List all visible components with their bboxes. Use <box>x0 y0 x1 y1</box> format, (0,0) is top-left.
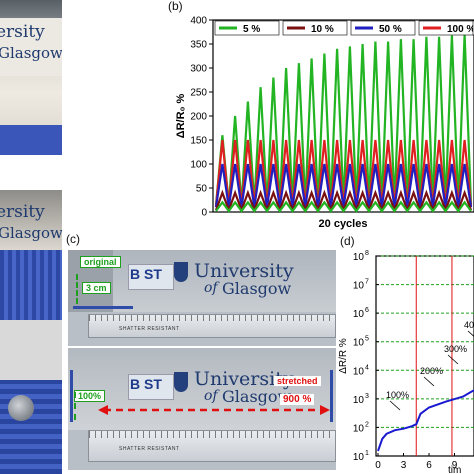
y-tick-label: 50 <box>196 184 208 195</box>
stretch-arrow <box>98 405 330 415</box>
y-tick-label: 250 <box>190 88 207 99</box>
sign-line-3: ersity <box>0 202 45 222</box>
ruler-bottom: SHATTER RESISTANT <box>88 430 336 462</box>
sign-line-1: ersity <box>0 22 45 42</box>
legend-label: 5 % <box>243 24 260 35</box>
step-arrow <box>447 354 459 365</box>
university-of-top: of <box>204 280 218 296</box>
y-tick-label: 10 <box>353 252 365 263</box>
sign-line-2: Glasgow <box>0 44 62 62</box>
photo-panel-c: SHATTER RESISTANT B ST University of Gla… <box>68 250 336 470</box>
percent-label: 100% <box>74 390 106 402</box>
y-tick-exponent: 8 <box>365 250 369 257</box>
step-arrow <box>467 330 474 337</box>
panel-c-label: (c) <box>66 232 80 246</box>
x-tick-label: 3 <box>401 460 407 471</box>
y-tick-exponent: 3 <box>365 393 369 400</box>
stretched-label: stretched <box>274 376 321 386</box>
university-name-bottom: University <box>194 368 294 390</box>
y-tick-label: 10 <box>353 281 365 292</box>
step-arrow <box>389 400 401 411</box>
legend-box <box>214 20 280 36</box>
panel-d-x-axis-label: tim <box>448 465 461 474</box>
panel-d-plot-area <box>375 255 474 457</box>
legend-label: 10 % <box>311 24 334 35</box>
y-tick-label: 10 <box>353 423 365 434</box>
panel-b-y-axis-label: ΔR/R₀ % <box>175 93 187 138</box>
y-tick-exponent: 2 <box>365 421 369 428</box>
y-tick-exponent: 5 <box>365 336 369 343</box>
x-tick-label: 0 <box>375 460 381 471</box>
y-tick-label: 0 <box>201 208 207 219</box>
university-of-bottom: of <box>204 388 218 404</box>
y-tick-label: 10 <box>353 452 365 463</box>
sign-line-4: Glasgow <box>0 224 62 242</box>
panel-b-label: (b) <box>168 0 183 13</box>
y-tick-exponent: 7 <box>365 279 369 286</box>
y-tick-label: 10 <box>353 338 365 349</box>
photo-sample-top: ersity Glasgow <box>0 0 62 155</box>
y-tick-label: 400 <box>190 16 207 27</box>
y-tick-label: 200 <box>190 112 207 123</box>
ruler-top: SHATTER RESISTANT <box>88 314 336 338</box>
y-tick-label: 10 <box>353 309 365 320</box>
panel-d-label: (d) <box>340 234 355 248</box>
step-arrow <box>423 376 435 387</box>
ruler-bottom-label: SHATTER RESISTANT <box>119 446 180 452</box>
x-tick-label: 9 <box>452 460 458 471</box>
y-tick-exponent: 6 <box>365 307 369 314</box>
y-tick-label: 300 <box>190 64 207 75</box>
legend-label: 50 % <box>379 24 402 35</box>
crest-icon <box>174 262 188 282</box>
crest-icon-bottom <box>174 372 188 392</box>
original-label: original <box>80 256 121 268</box>
legend-label: 100 % <box>447 24 474 35</box>
legend-box <box>418 20 474 36</box>
university-glasgow-top: Glasgow <box>222 279 292 298</box>
photo-sample-bottom: ersity Glasgow <box>0 190 62 474</box>
logo-text-bottom: B ST <box>130 376 162 392</box>
y-tick-label: 10 <box>353 395 365 406</box>
y-tick-label: 10 <box>353 366 365 377</box>
x-tick-label: 6 <box>426 460 432 471</box>
step-label: 400 <box>464 320 474 330</box>
step-label: 200% <box>420 366 443 376</box>
panel-b-x-axis-label: 20 cycles <box>319 218 368 230</box>
university-glasgow-bottom: Glasgow <box>222 387 292 406</box>
y-tick-exponent: 4 <box>365 364 369 371</box>
series-line-0 <box>215 200 472 213</box>
step-label: 300% <box>444 344 467 354</box>
y-tick-exponent: 1 <box>365 450 369 457</box>
university-name-top: University <box>194 260 294 282</box>
legend-box <box>282 20 348 36</box>
panel-b-chart: 0 50 100 150 200 250 300 350 400 5 % 10 % 50 % 100 … <box>175 16 474 230</box>
logo-text-top: B ST <box>130 266 162 282</box>
ruler-top-label: SHATTER RESISTANT <box>119 326 180 332</box>
stretch-percent-label: 900 % <box>280 394 315 405</box>
resistance-curve <box>377 389 474 452</box>
panel-d-y-axis-label: ΔR/R % <box>338 338 349 374</box>
y-tick-label: 150 <box>190 136 207 147</box>
y-tick-label: 350 <box>190 40 207 51</box>
legend-box <box>350 20 416 36</box>
y-tick-label: 100 <box>190 160 207 171</box>
step-label: 100% <box>386 390 409 400</box>
length-label: 3 cm <box>82 282 111 294</box>
